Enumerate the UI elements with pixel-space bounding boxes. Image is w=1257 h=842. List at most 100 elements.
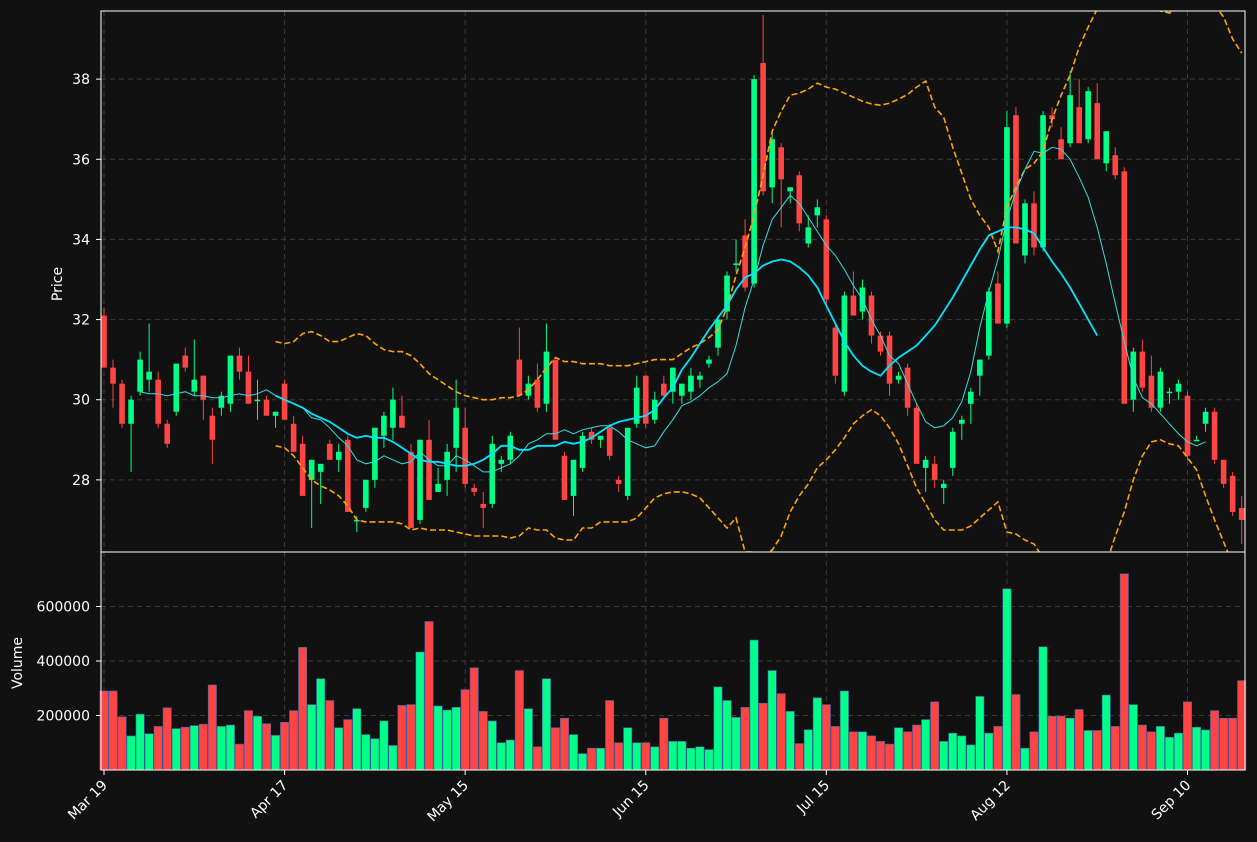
candle-body — [579, 435, 586, 468]
candle-body — [462, 427, 468, 484]
candle-body — [543, 351, 550, 404]
volume-bar — [198, 723, 208, 771]
volume-bar — [704, 749, 714, 771]
candle-body — [435, 483, 441, 492]
volume-bar — [993, 726, 1003, 771]
candle-body — [1112, 155, 1119, 176]
candle-body — [1130, 351, 1137, 400]
candle-body — [399, 415, 405, 428]
candle-body — [796, 175, 803, 224]
volume-bar — [830, 726, 840, 771]
volume-bar — [794, 743, 804, 771]
volume-bar — [189, 725, 199, 771]
volume-bar — [1110, 726, 1120, 771]
candle-body — [742, 235, 748, 288]
candle-body — [913, 407, 920, 464]
volume-bar — [975, 696, 985, 771]
candle-body — [1067, 95, 1073, 144]
volume-bar — [388, 745, 398, 771]
candle-body — [1031, 203, 1037, 248]
candle-body — [733, 263, 739, 265]
volume-bar — [487, 720, 497, 771]
candle-body — [986, 291, 992, 356]
candle-body — [588, 431, 595, 440]
volume-bar — [903, 731, 913, 771]
volume-bar — [686, 747, 696, 771]
candle-body — [381, 415, 387, 436]
volume-bar — [406, 704, 416, 771]
candle-body — [995, 283, 1001, 324]
candle-body — [778, 147, 784, 180]
candle-body — [317, 463, 324, 472]
volume-bar — [162, 707, 172, 771]
volume-tick-label: 400000 — [37, 654, 90, 670]
volume-bar — [1192, 726, 1201, 771]
volume-bar — [325, 700, 335, 771]
candle-body — [724, 275, 730, 312]
volume-bar — [776, 693, 786, 771]
volume-bar — [307, 704, 317, 771]
candle-body — [200, 375, 207, 400]
price-tick-label: 28 — [72, 473, 90, 489]
candle-body — [227, 355, 234, 404]
volume-bar — [921, 719, 931, 771]
candle-body — [128, 399, 134, 424]
candle-body — [1103, 131, 1110, 164]
volume-bar — [1065, 717, 1075, 771]
candle-body — [534, 379, 541, 408]
candle-body — [814, 207, 821, 216]
volume-bar — [442, 709, 452, 771]
candle-body — [272, 411, 279, 416]
candle-body — [570, 459, 577, 496]
volume-bar — [605, 700, 615, 771]
ma-long-line — [275, 226, 1098, 467]
candle-body — [769, 139, 775, 188]
volume-bar — [839, 690, 849, 771]
candle-body — [688, 375, 694, 392]
volume-bar — [560, 717, 569, 771]
volume-bar — [424, 621, 434, 771]
volume-tick-label: 600000 — [37, 600, 90, 616]
candle-body — [281, 383, 288, 420]
volume-bar — [641, 742, 651, 771]
volume-bar — [803, 729, 813, 771]
candle-body — [299, 443, 306, 496]
candle-body — [895, 375, 902, 380]
volume-bar — [144, 733, 154, 771]
volume-bar — [1074, 709, 1084, 771]
candle-body — [968, 391, 974, 404]
candle-body — [245, 371, 252, 404]
bollinger-upper-line — [275, 11, 1243, 401]
price-axis-label: Price — [50, 267, 66, 301]
candle-body — [868, 295, 875, 336]
volume-bar — [767, 670, 777, 771]
candle-body — [101, 315, 107, 368]
volume-bar — [433, 705, 443, 771]
volume-bar — [541, 678, 551, 771]
volume-bar — [1083, 730, 1093, 771]
candle-body — [1166, 391, 1173, 394]
candle-body — [697, 375, 703, 380]
volume-bar — [523, 708, 533, 771]
volume-bar — [650, 746, 660, 771]
candle-body — [715, 319, 721, 348]
candle-body — [561, 455, 568, 500]
volume-bar — [578, 753, 588, 771]
candle-body — [805, 227, 812, 244]
volume-bar — [984, 732, 994, 771]
candle-body — [1184, 395, 1191, 456]
volume-bar — [460, 689, 470, 771]
volume-bar — [370, 738, 380, 771]
volume-bar — [225, 724, 235, 771]
candle-body — [949, 431, 956, 468]
candle-body — [390, 399, 396, 428]
candle-body — [363, 479, 369, 508]
candle-body — [164, 423, 171, 444]
volume-bar — [930, 701, 940, 771]
volume-bar — [1228, 717, 1238, 771]
candle-body — [922, 459, 929, 468]
candle-body — [606, 427, 613, 456]
candle-body — [218, 395, 225, 408]
candle-body — [326, 443, 333, 460]
volume-bar — [821, 704, 831, 771]
